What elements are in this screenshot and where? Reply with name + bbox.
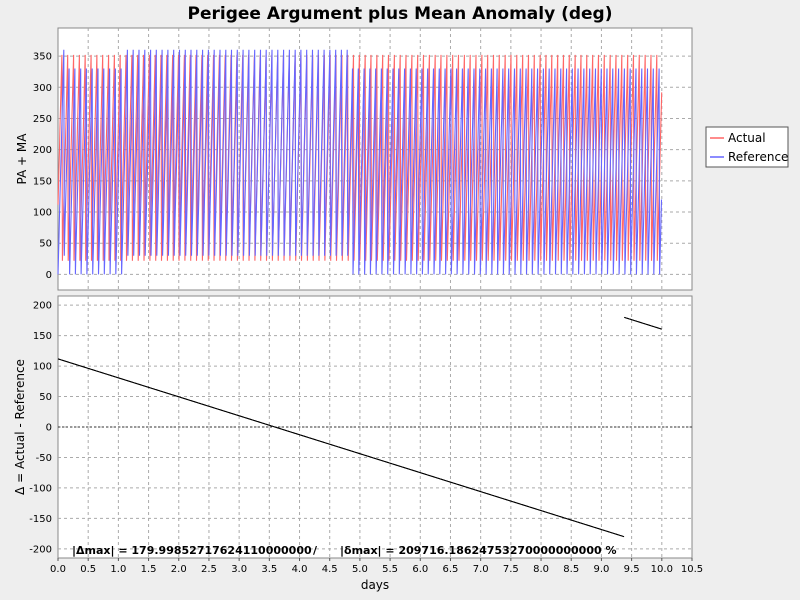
series-line-reference [57, 49, 663, 275]
y-tick-label: 200 [33, 301, 52, 312]
annotation-separator: / [313, 544, 318, 557]
y-tick-label: 350 [33, 52, 52, 63]
x-axis-label: days [361, 578, 389, 592]
legend-label-actual: Actual [728, 131, 766, 145]
x-tick-label: 10.0 [651, 564, 673, 575]
top-y-axis-label: PA + MA [15, 133, 29, 185]
rel-delta-max-label: |δmax| = 209716.18624753270000000000 % [340, 544, 616, 557]
x-tick-label: 4.0 [292, 564, 308, 575]
top-series-lines [57, 49, 663, 275]
y-tick-label: 300 [33, 83, 52, 94]
x-tick-label: 9.0 [593, 564, 609, 575]
x-tick-label: 10.5 [681, 564, 703, 575]
abs-delta-max-label: |Δmax| = 179.99852717624110000000 [72, 544, 312, 557]
x-tick-label: 3.0 [231, 564, 247, 575]
x-tick-label: 5.0 [352, 564, 368, 575]
y-tick-label: 250 [33, 114, 52, 125]
y-tick-label: -50 [36, 453, 52, 464]
x-tick-label: 8.0 [533, 564, 549, 575]
x-tick-label: 8.5 [563, 564, 579, 575]
delta-line [57, 316, 662, 538]
y-tick-label: 150 [33, 176, 52, 187]
x-tick-label: 0.0 [50, 564, 66, 575]
y-tick-label: 50 [39, 239, 52, 250]
x-tick-label: 1.0 [110, 564, 126, 575]
x-tick-label: 2.5 [201, 564, 217, 575]
x-tick-label: 4.5 [322, 564, 338, 575]
x-tick-label: 9.5 [624, 564, 640, 575]
y-tick-label: 100 [33, 362, 52, 373]
x-tick-label: 7.5 [503, 564, 519, 575]
x-tick-label: 0.5 [80, 564, 96, 575]
y-tick-label: -150 [29, 514, 52, 525]
x-tick-label: 5.5 [382, 564, 398, 575]
x-tick-label: 1.5 [141, 564, 157, 575]
y-tick-label: 50 [39, 392, 52, 403]
legend: Actual Reference [705, 126, 789, 168]
y-tick-label: 0 [46, 270, 52, 281]
y-tick-label: -100 [29, 483, 52, 494]
x-tick-label: 6.0 [412, 564, 428, 575]
x-tick-label: 7.0 [473, 564, 489, 575]
x-tick-label: 6.5 [443, 564, 459, 575]
x-axis-ticks: 0.0 0.5 1.0 1.5 2.0 2.5 3.0 3.5 4.0 4.5 5.0 5.5 6.0 6… [50, 558, 703, 575]
x-tick-label: 3.5 [261, 564, 277, 575]
bottom-delta-line [57, 316, 662, 538]
y-tick-label: 100 [33, 208, 52, 219]
bottom-y-ticks: -200 -150 -100 -50 0 50 100 150 200 [29, 301, 52, 556]
top-y-ticks: 0 50 100 150 200 250 300 350 [33, 52, 52, 281]
bottom-y-axis-label: Δ = Actual - Reference [13, 359, 27, 495]
y-tick-label: 0 [46, 423, 52, 434]
x-tick-label: 2.0 [171, 564, 187, 575]
y-tick-label: 200 [33, 145, 52, 156]
bottom-grid [58, 296, 692, 558]
y-tick-label: -200 [29, 544, 52, 555]
y-tick-label: 150 [33, 331, 52, 342]
chart-title: Perigee Argument plus Mean Anomaly (deg) [188, 4, 613, 24]
legend-label-reference: Reference [728, 150, 788, 164]
